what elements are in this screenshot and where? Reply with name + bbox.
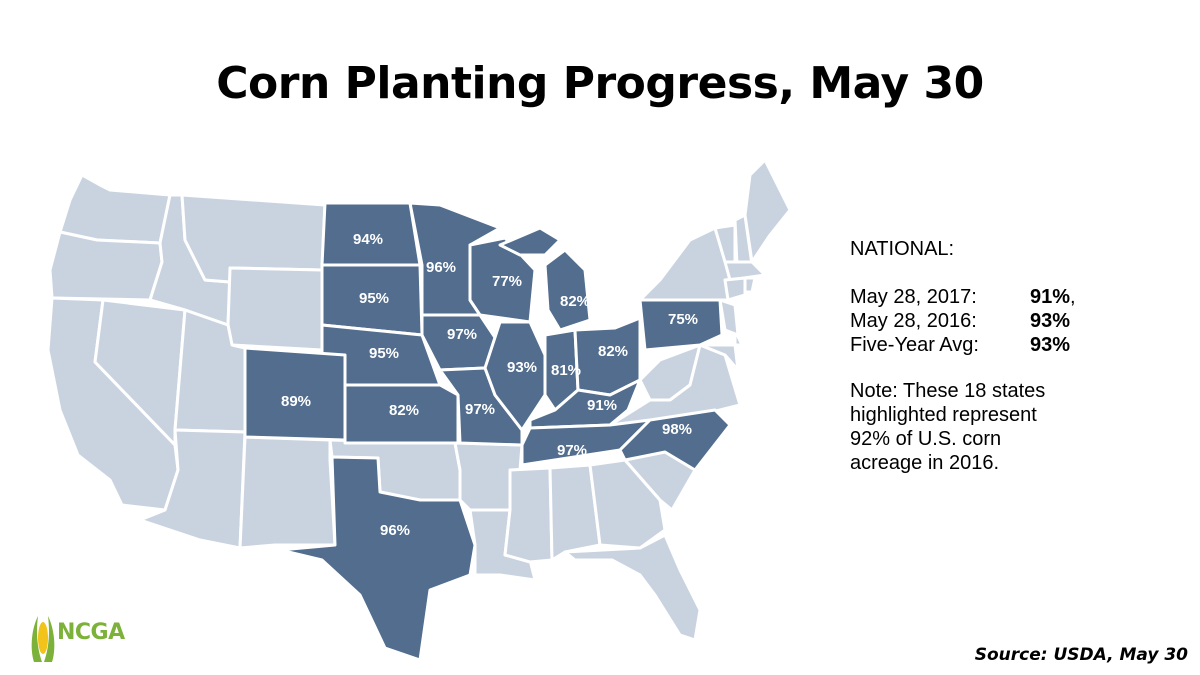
state-progress-label: 97% bbox=[447, 326, 477, 343]
national-row-2017: May 28, 2017: 91%, bbox=[850, 285, 1180, 309]
corn-icon bbox=[31, 616, 55, 662]
state-pennsylvania bbox=[638, 298, 724, 352]
state-colorado bbox=[243, 346, 347, 442]
state-progress-label: 81% bbox=[551, 362, 581, 379]
state-progress-label: 93% bbox=[507, 359, 537, 376]
state-progress-label: 75% bbox=[668, 311, 698, 328]
logo-text: NCGA bbox=[57, 620, 125, 645]
state-progress-label: 77% bbox=[492, 273, 522, 290]
national-heading: NATIONAL: bbox=[850, 238, 955, 260]
state-wyoming bbox=[226, 266, 324, 352]
state-progress-label: 97% bbox=[557, 442, 587, 459]
state-progress-label: 82% bbox=[560, 293, 590, 310]
state-mississippi bbox=[503, 466, 554, 564]
source-note: Source: USDA, May 30 bbox=[974, 645, 1188, 665]
state-maryland bbox=[698, 343, 740, 372]
state-progress-label: 95% bbox=[359, 290, 389, 307]
row-label: May 28, 2017: bbox=[850, 286, 977, 308]
state-progress-label: 94% bbox=[353, 231, 383, 248]
state-oregon bbox=[48, 230, 164, 302]
row-label: Five-Year Avg: bbox=[850, 334, 979, 356]
state-progress-label: 95% bbox=[369, 345, 399, 362]
national-row-five-year: Five-Year Avg: 93% bbox=[850, 333, 1180, 357]
state-new-jersey bbox=[718, 298, 740, 337]
state-illinois bbox=[483, 320, 547, 432]
note-text: Note: These 18 states highlighted repres… bbox=[850, 380, 1046, 474]
state-progress-label: 89% bbox=[281, 393, 311, 410]
row-value: 91% bbox=[1030, 286, 1071, 308]
state-maine bbox=[743, 158, 792, 264]
state-massachusetts bbox=[723, 260, 767, 282]
national-row-2016: May 28, 2016: 93% bbox=[850, 309, 1180, 333]
non-highlighted-states bbox=[46, 158, 792, 642]
state-progress-label: 97% bbox=[465, 401, 495, 418]
state-connecticut bbox=[723, 276, 747, 302]
state-progress-label: 96% bbox=[380, 522, 410, 539]
ncga-logo: NCGA bbox=[28, 610, 128, 666]
page-title: Corn Planting Progress, May 30 bbox=[216, 58, 984, 109]
national-panel: NATIONAL: May 28, 2017: 91%, May 28, 201… bbox=[850, 237, 1180, 475]
state-north-carolina bbox=[618, 408, 732, 472]
state-new-mexico bbox=[238, 435, 337, 550]
state-rhode-island bbox=[743, 276, 757, 294]
state-michigan bbox=[543, 248, 592, 332]
state-progress-label: 91% bbox=[587, 397, 617, 414]
row-value: 93% bbox=[1030, 310, 1071, 332]
state-progress-label: 96% bbox=[426, 259, 456, 276]
state-progress-label: 98% bbox=[662, 421, 692, 438]
row-value: 93% bbox=[1030, 334, 1071, 356]
state-progress-label: 82% bbox=[389, 402, 419, 419]
row-label: May 28, 2016: bbox=[850, 310, 977, 332]
state-michigan-up bbox=[498, 226, 562, 257]
state-alabama bbox=[548, 463, 602, 562]
row-suffix: , bbox=[1070, 286, 1076, 308]
state-texas bbox=[278, 455, 477, 662]
state-washington bbox=[58, 173, 172, 245]
state-florida bbox=[563, 533, 702, 642]
state-progress-label: 82% bbox=[598, 343, 628, 360]
